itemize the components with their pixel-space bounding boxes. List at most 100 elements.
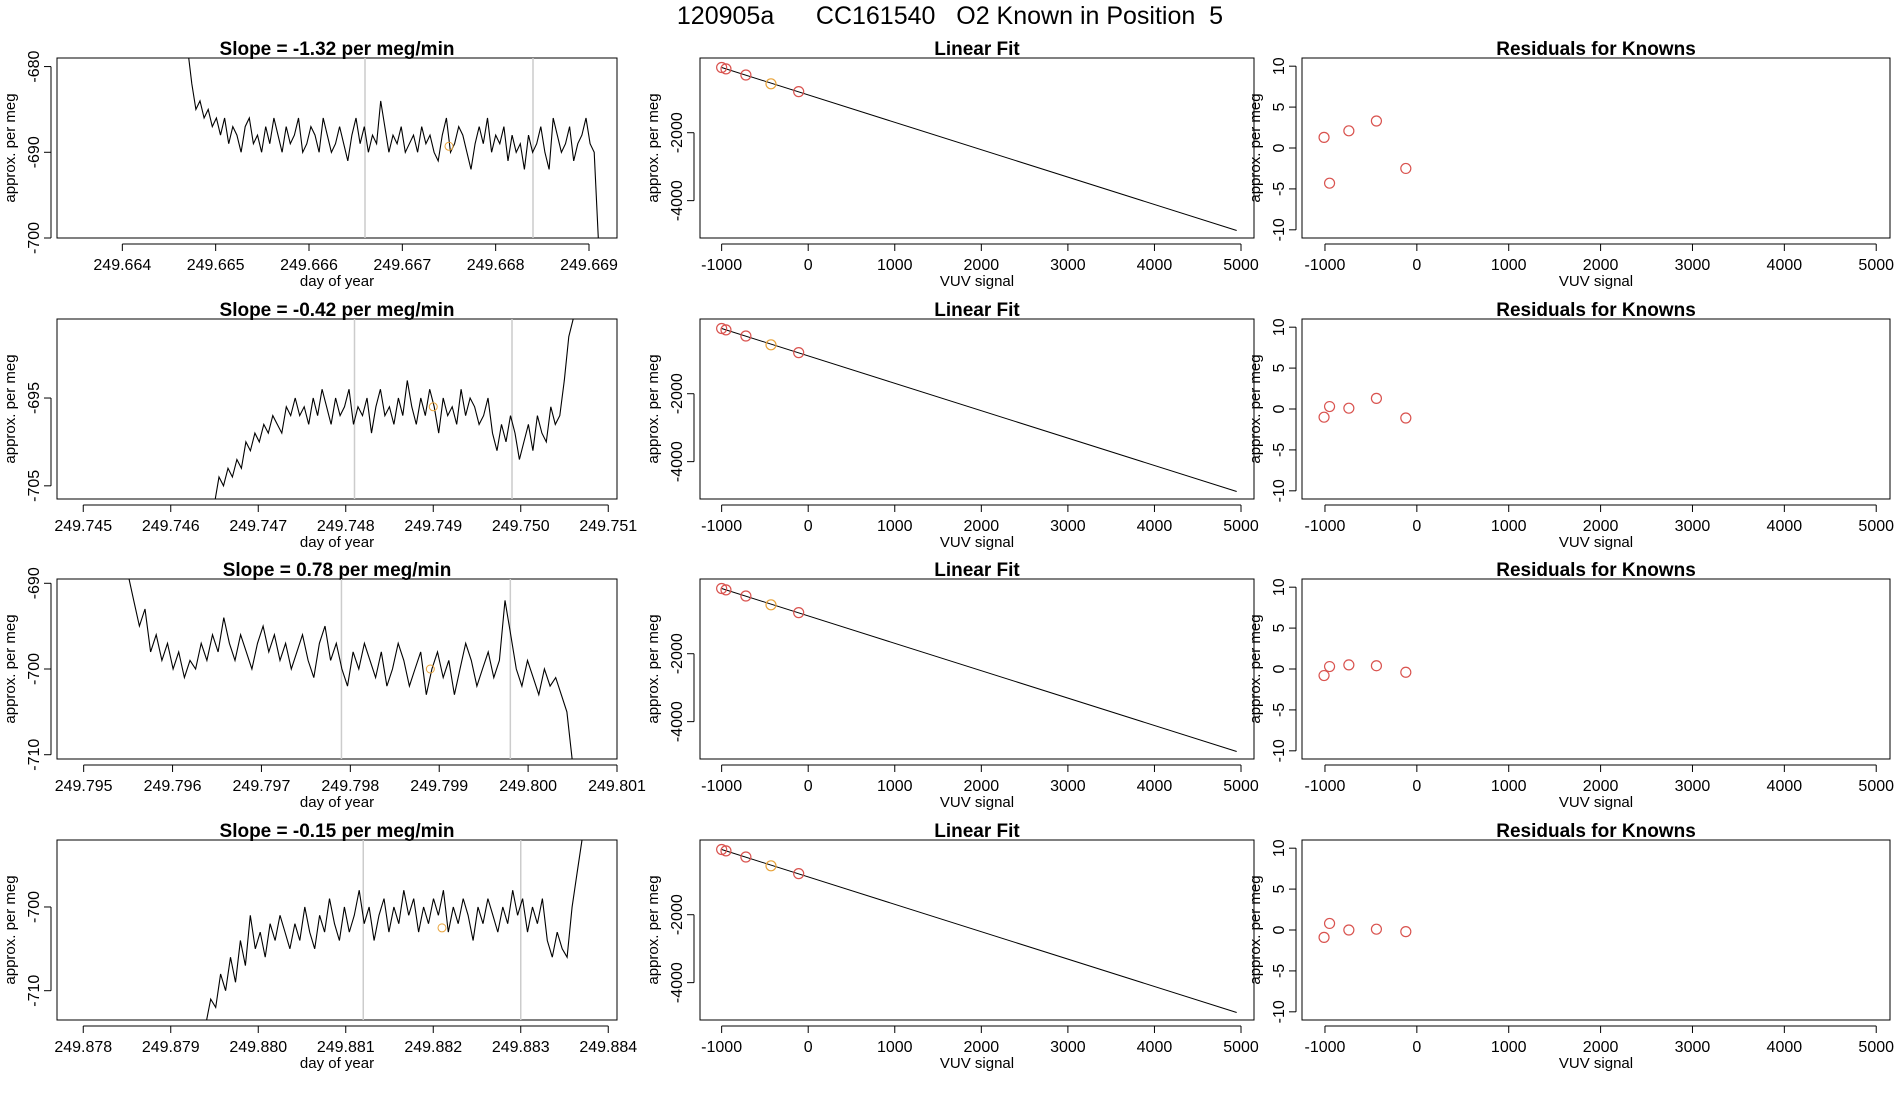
x-axis-label: VUV signal [940, 1055, 1014, 1072]
x-tick-label: 0 [1412, 1039, 1421, 1056]
x-tick-label: 4000 [1137, 518, 1173, 535]
x-tick-label: 1000 [877, 1039, 913, 1056]
plot-frame [1301, 839, 1891, 1021]
data-point [793, 347, 805, 359]
x-tick-label: 249.667 [373, 257, 431, 274]
y-tick-label: 5 [1271, 885, 1288, 894]
data-point [1370, 923, 1383, 935]
y-tick-label: -4000 [669, 962, 686, 1003]
x-tick-label: 4000 [1767, 257, 1803, 274]
fit-line [721, 588, 1237, 753]
panel-1-3: Residuals for Knowns -1000 0 1000 2000 3000 40… [1247, 39, 1894, 290]
data-point [740, 69, 752, 81]
y-tick-label: -695 [26, 382, 43, 414]
y-tick-label: -4000 [669, 180, 686, 221]
x-tick-label: 0 [804, 778, 813, 795]
panel-2-3: Residuals for Knowns -1000 0 1000 2000 3000 40… [1247, 300, 1894, 551]
x-tick-label: 5000 [1223, 1039, 1259, 1056]
data-point [765, 860, 777, 872]
x-tick-label: 249.665 [187, 257, 245, 274]
x-tick-label: 1000 [1491, 518, 1527, 535]
plot-area [716, 582, 1237, 753]
x-tick-label: 249.801 [588, 778, 646, 795]
x-tick-label: 0 [804, 518, 813, 535]
x-axis-label: day of year [300, 1055, 374, 1072]
y-tick-label: -700 [26, 222, 43, 254]
panel-title: Linear Fit [934, 39, 1020, 60]
plot-frame [56, 839, 618, 1021]
plot-frame [56, 318, 618, 500]
y-tick-label: -690 [26, 136, 43, 168]
x-tick-label: 3000 [1050, 1039, 1086, 1056]
data-point [1370, 660, 1383, 672]
y-tick-label: -2000 [669, 633, 686, 674]
x-tick-label: 3000 [1675, 778, 1711, 795]
plot-area [716, 843, 1237, 1014]
known-marker [444, 141, 454, 151]
panel-2-2: Linear Fit -1000 0 1000 2000 3000 4000 5000 VUV … [645, 300, 1259, 551]
x-tick-label: 1000 [1491, 257, 1527, 274]
plot-frame [1301, 57, 1891, 239]
x-tick-label: 5000 [1858, 257, 1894, 274]
x-tick-label: 1000 [1491, 778, 1527, 795]
x-tick-label: 2000 [1583, 257, 1619, 274]
panel-title: Linear Fit [934, 560, 1020, 581]
x-tick-label: 1000 [1491, 1039, 1527, 1056]
data-point [720, 845, 732, 857]
data-point [765, 599, 777, 611]
series-line [206, 840, 583, 1020]
plot-frame [699, 318, 1255, 500]
y-axis-label: approx. per meg [1247, 614, 1264, 723]
x-tick-label: -1000 [1305, 257, 1346, 274]
data-point [1323, 917, 1336, 930]
y-tick-label: 0 [1271, 143, 1288, 152]
y-axis-label: approx. per meg [2, 875, 19, 984]
data-point [1343, 659, 1355, 671]
panel-title: Slope = 0.78 per meg/min [223, 560, 452, 581]
data-point [765, 78, 777, 90]
x-tick-label: 3000 [1675, 257, 1711, 274]
x-tick-label: 4000 [1767, 778, 1803, 795]
fit-line [721, 328, 1237, 493]
y-axis-label: approx. per meg [2, 93, 19, 202]
data-point [793, 607, 805, 619]
y-axis-label: approx. per meg [1247, 93, 1264, 202]
y-tick-label: -5 [1271, 703, 1288, 717]
x-tick-label: 3000 [1675, 1039, 1711, 1056]
x-tick-label: 0 [1412, 518, 1421, 535]
x-tick-label: 249.879 [142, 1039, 200, 1056]
y-axis-label: approx. per meg [645, 875, 662, 984]
x-axis-label: VUV signal [1559, 794, 1633, 811]
x-tick-label: 249.878 [54, 1039, 112, 1056]
y-tick-label: -690 [26, 567, 43, 599]
x-tick-label: 249.668 [467, 257, 525, 274]
x-tick-label: 3000 [1050, 257, 1086, 274]
x-axis-label: VUV signal [1559, 534, 1633, 551]
panel-3-3: Residuals for Knowns -1000 0 1000 2000 3000 40… [1247, 560, 1894, 811]
y-tick-label: -710 [26, 739, 43, 771]
x-tick-label: 1000 [877, 778, 913, 795]
y-tick-label: -705 [26, 470, 43, 502]
plot-area [1318, 392, 1412, 424]
data-point [1323, 660, 1336, 673]
data-point [716, 322, 728, 335]
panel-title: Residuals for Knowns [1496, 560, 1696, 581]
data-point [1318, 131, 1330, 143]
plot-frame [699, 57, 1255, 239]
fit-line [721, 67, 1237, 232]
panel-2-1: Slope = -0.42 per meg/min 249.745 249.746 2… [2, 300, 637, 551]
y-tick-label: -2000 [669, 373, 686, 414]
data-point [1370, 392, 1383, 404]
y-tick-label: 5 [1271, 624, 1288, 633]
y-tick-label: -5 [1271, 443, 1288, 457]
panel-1-1: Slope = -1.32 per meg/min 249.664 249.665 2… [2, 39, 618, 290]
data-point [1343, 402, 1355, 414]
y-tick-label: -700 [26, 891, 43, 923]
x-tick-label: 249.669 [560, 257, 618, 274]
panel-4-3: Residuals for Knowns -1000 0 1000 2000 3000 40… [1247, 821, 1894, 1072]
data-point [1400, 162, 1412, 175]
data-point [716, 843, 728, 856]
y-tick-label: 10 [1271, 57, 1288, 75]
panel-title: Slope = -0.15 per meg/min [220, 821, 455, 842]
x-tick-label: 2000 [964, 257, 1000, 274]
